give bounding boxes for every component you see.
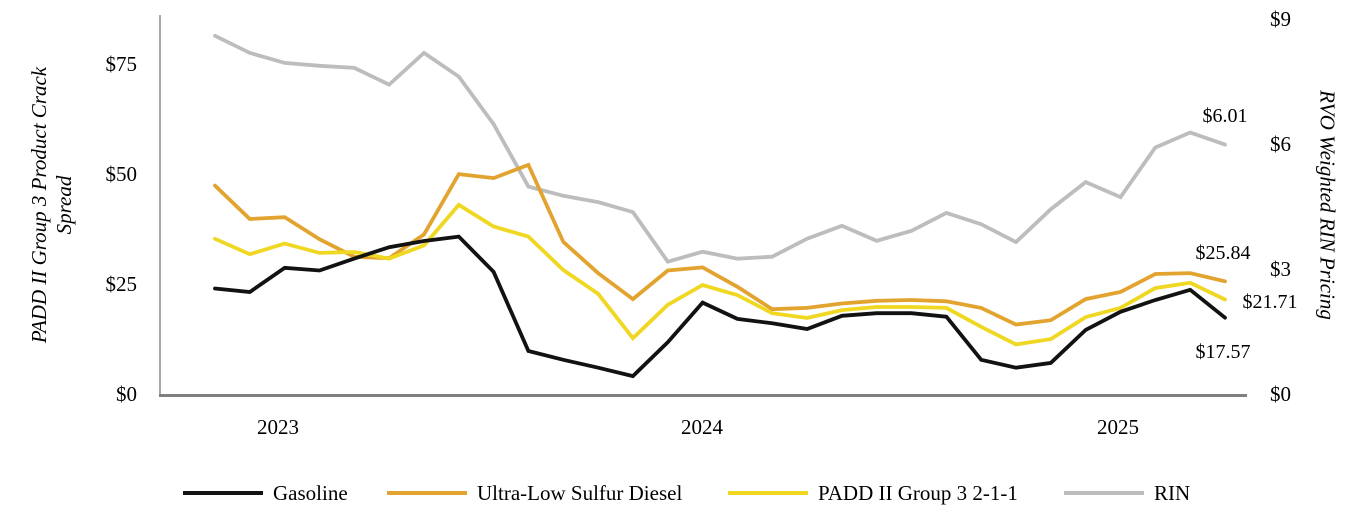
series-line-rin [213,33,1227,264]
series-end-value-label: $17.57 [1195,340,1251,363]
y-axis-line [159,15,161,396]
x-axis-line [159,394,1247,397]
plot-area [213,33,1227,379]
right-tick-label: $6 [1270,131,1291,156]
series-end-value-label: $21.71 [1242,291,1298,314]
legend-item-label: Gasoline [273,480,348,505]
series-line-ultra-low-sulfur-diesel [213,162,1227,327]
legend-item-label: Ultra-Low Sulfur Diesel [477,480,683,505]
left-tick-label: $25 [105,272,138,296]
left-tick-label: $75 [105,52,138,76]
right-tick-label: $9 [1270,6,1291,31]
x-year-label: 2023 [257,415,299,439]
chart-legend: Gasoline Ultra-Low Sulfur Diesel PADD II G… [0,478,1364,510]
legend-swatch-padd-ii-group-3-2-1-1 [728,491,808,495]
x-year-label: 2025 [1097,415,1139,439]
left-tick-label: $50 [105,162,138,186]
right-axis-title: RVO Weighted RIN Pricing [1315,90,1340,320]
left-tick-label: $0 [116,382,137,406]
legend-item-label: RIN [1154,480,1191,505]
legend-item-rin: RIN [1064,478,1190,508]
legend-item-padd-ii-group-3-2-1-1: PADD II Group 3 2-1-1 [728,478,1018,508]
series-end-value-label: $6.01 [1202,104,1248,127]
legend-swatch-rin [1064,491,1144,495]
legend-swatch-ultra-low-sulfur-diesel [387,491,467,495]
legend-item-label: PADD II Group 3 2-1-1 [818,480,1018,505]
series-line-padd-ii-group-3-2-1-1 [213,202,1227,347]
legend-item-ultra-low-sulfur-diesel: Ultra-Low Sulfur Diesel [387,478,682,508]
x-year-label: 2024 [681,415,723,439]
legend-item-gasoline: Gasoline [183,478,348,508]
left-axis-title: PADD II Group 3 Product Crack Spread [27,66,76,344]
right-tick-label: $3 [1270,256,1291,281]
right-tick-label: $0 [1270,382,1291,406]
series-end-value-label: $25.84 [1195,242,1251,265]
series-line-gasoline [213,234,1227,379]
legend-swatch-gasoline [183,491,263,495]
